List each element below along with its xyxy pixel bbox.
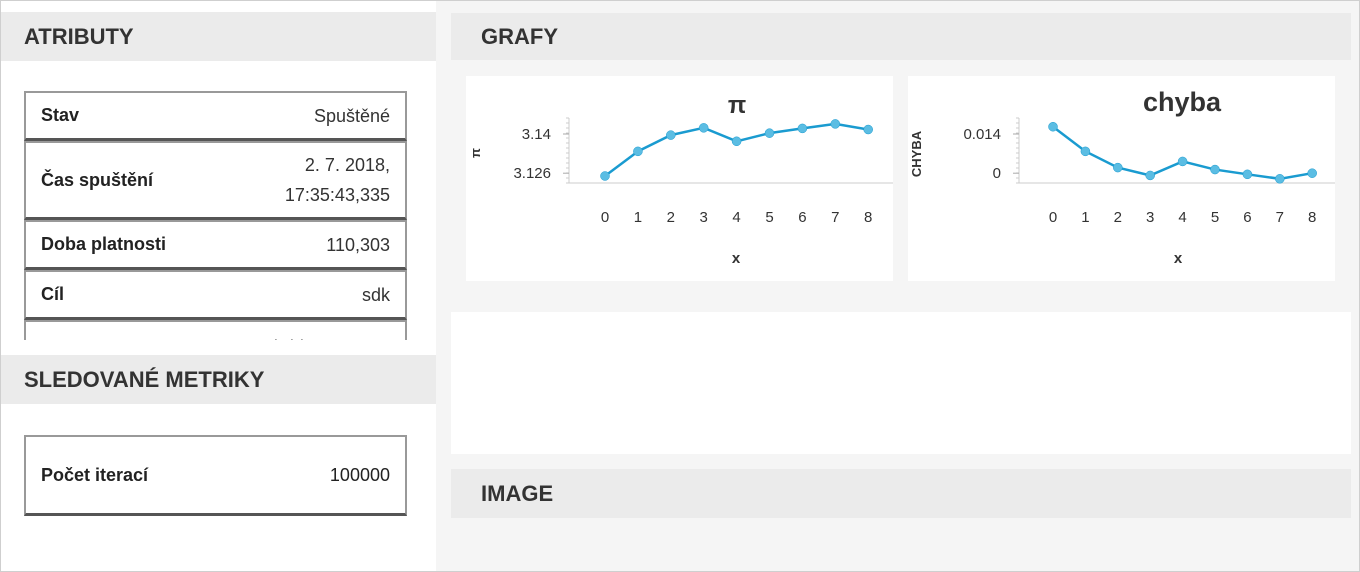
data-point [764,128,775,138]
data-point [1307,168,1317,178]
left-panel: ATRIBUTY Stav Spuštěné Čas spuštění 2. 7… [1,1,436,571]
x-tick-label: 1 [634,209,642,226]
metric-value: 100000 [329,464,390,485]
data-point [1048,121,1058,132]
graphs-header: GRAFY [451,13,1351,60]
attribute-value: Spuštěné [313,105,390,126]
attribute-label: Stav [41,105,80,125]
x-tick-label: 3 [700,209,708,226]
empty-panel [451,312,1351,454]
chart-error-card: chyba 0 0.014 0 1 2 3 4 5 6 7 8 x CHYBA [908,76,1335,281]
attribute-value: sdk [361,284,390,305]
image-title: IMAGE [481,480,554,506]
y-tick-label: 0 [993,165,1001,182]
series-line [1052,125,1313,181]
x-tick-label: 8 [864,209,872,226]
data-point [863,124,873,135]
x-tick-label: 7 [1276,209,1284,226]
data-point [1145,170,1155,181]
attribute-row-target: Cíl sdk [24,270,407,320]
attribute-label: Doba platnosti [41,234,166,254]
y-axis-label: CHYBA [909,130,924,177]
y-tick-label: 3.14 [522,126,551,143]
attribute-value: 110,303 [326,234,390,255]
metrics-title: SLEDOVANÉ METRIKY [24,366,265,392]
x-tick-label: 1 [1081,209,1089,226]
data-point [666,130,676,140]
x-tick-label: 6 [798,209,806,226]
data-point [698,123,709,133]
data-point [830,119,841,129]
data-point [1080,146,1091,157]
y-axis-label: π [468,148,483,158]
x-tick-label: 0 [1049,209,1057,226]
chart-title: π [728,92,746,119]
metric-label: Počet iterací [41,464,149,485]
x-tick-label: 3 [1146,209,1154,226]
x-tick-label: 0 [601,209,609,226]
attribute-row-status: Stav Spuštěné [24,91,407,141]
x-tick-label: 4 [732,209,740,226]
y-tick-label: 3.126 [513,165,551,182]
attribute-value-line: 2. 7. 2018, [304,155,390,175]
data-point [797,123,808,134]
metrics-table: Počet iterací 100000 [24,435,407,516]
x-tick-label: 6 [1243,209,1251,226]
attribute-value: 2. 7. 2018, 17:35:43,335 [285,150,390,210]
attribute-row-start-time: Čas spuštění 2. 7. 2018, 17:35:43,335 [24,141,407,220]
attribute-value-line: 17:35:43,335 [284,185,390,205]
attributes-table[interactable]: Stav Spuštěné Čas spuštění 2. 7. 2018, 1… [24,91,407,340]
x-tick-label: 2 [1114,209,1122,226]
x-axis-label: x [732,250,741,267]
x-axis-label: x [1174,250,1183,267]
y-tick-label: 0.014 [963,126,1001,143]
x-tick-label: 2 [667,209,675,226]
attribute-label: Čas spuštění [41,169,154,190]
data-point [600,171,610,181]
x-tick-label: 8 [1308,209,1316,226]
chart-pi: π 3.126 3.14 0 1 2 3 4 5 6 7 8 x π [468,92,893,267]
x-tick-label: 7 [831,209,839,226]
metric-row-iterations: Počet iterací 100000 [24,435,407,516]
series-line [604,122,869,178]
x-tick-label: 5 [1211,209,1219,226]
data-point [1177,156,1188,167]
attributes-title: ATRIBUTY [24,23,134,49]
attribute-value: 0bdda065-4349 [264,332,390,340]
chart-error: chyba 0 0.014 0 1 2 3 4 5 6 7 8 x CHYBA [909,87,1335,267]
x-tick-label: 5 [765,209,773,226]
image-header: IMAGE [451,469,1351,518]
attributes-header: ATRIBUTY [1,12,436,61]
attribute-row-id: 0bdda065-4349 [24,320,407,340]
data-point [1275,174,1285,184]
metrics-header: SLEDOVANÉ METRIKY [1,355,436,404]
graphs-title: GRAFY [481,23,558,49]
x-tick-label: 4 [1178,209,1186,226]
data-point [731,136,742,147]
data-point [1242,169,1253,180]
data-point [1113,162,1123,173]
attribute-row-duration: Doba platnosti 110,303 [24,220,407,270]
attribute-label: Cíl [41,284,65,304]
chart-pi-card: π 3.126 3.14 0 1 2 3 4 5 6 7 8 x π [466,76,893,281]
data-point [1210,164,1220,175]
data-point [633,146,643,157]
chart-title: chyba [1143,87,1222,117]
